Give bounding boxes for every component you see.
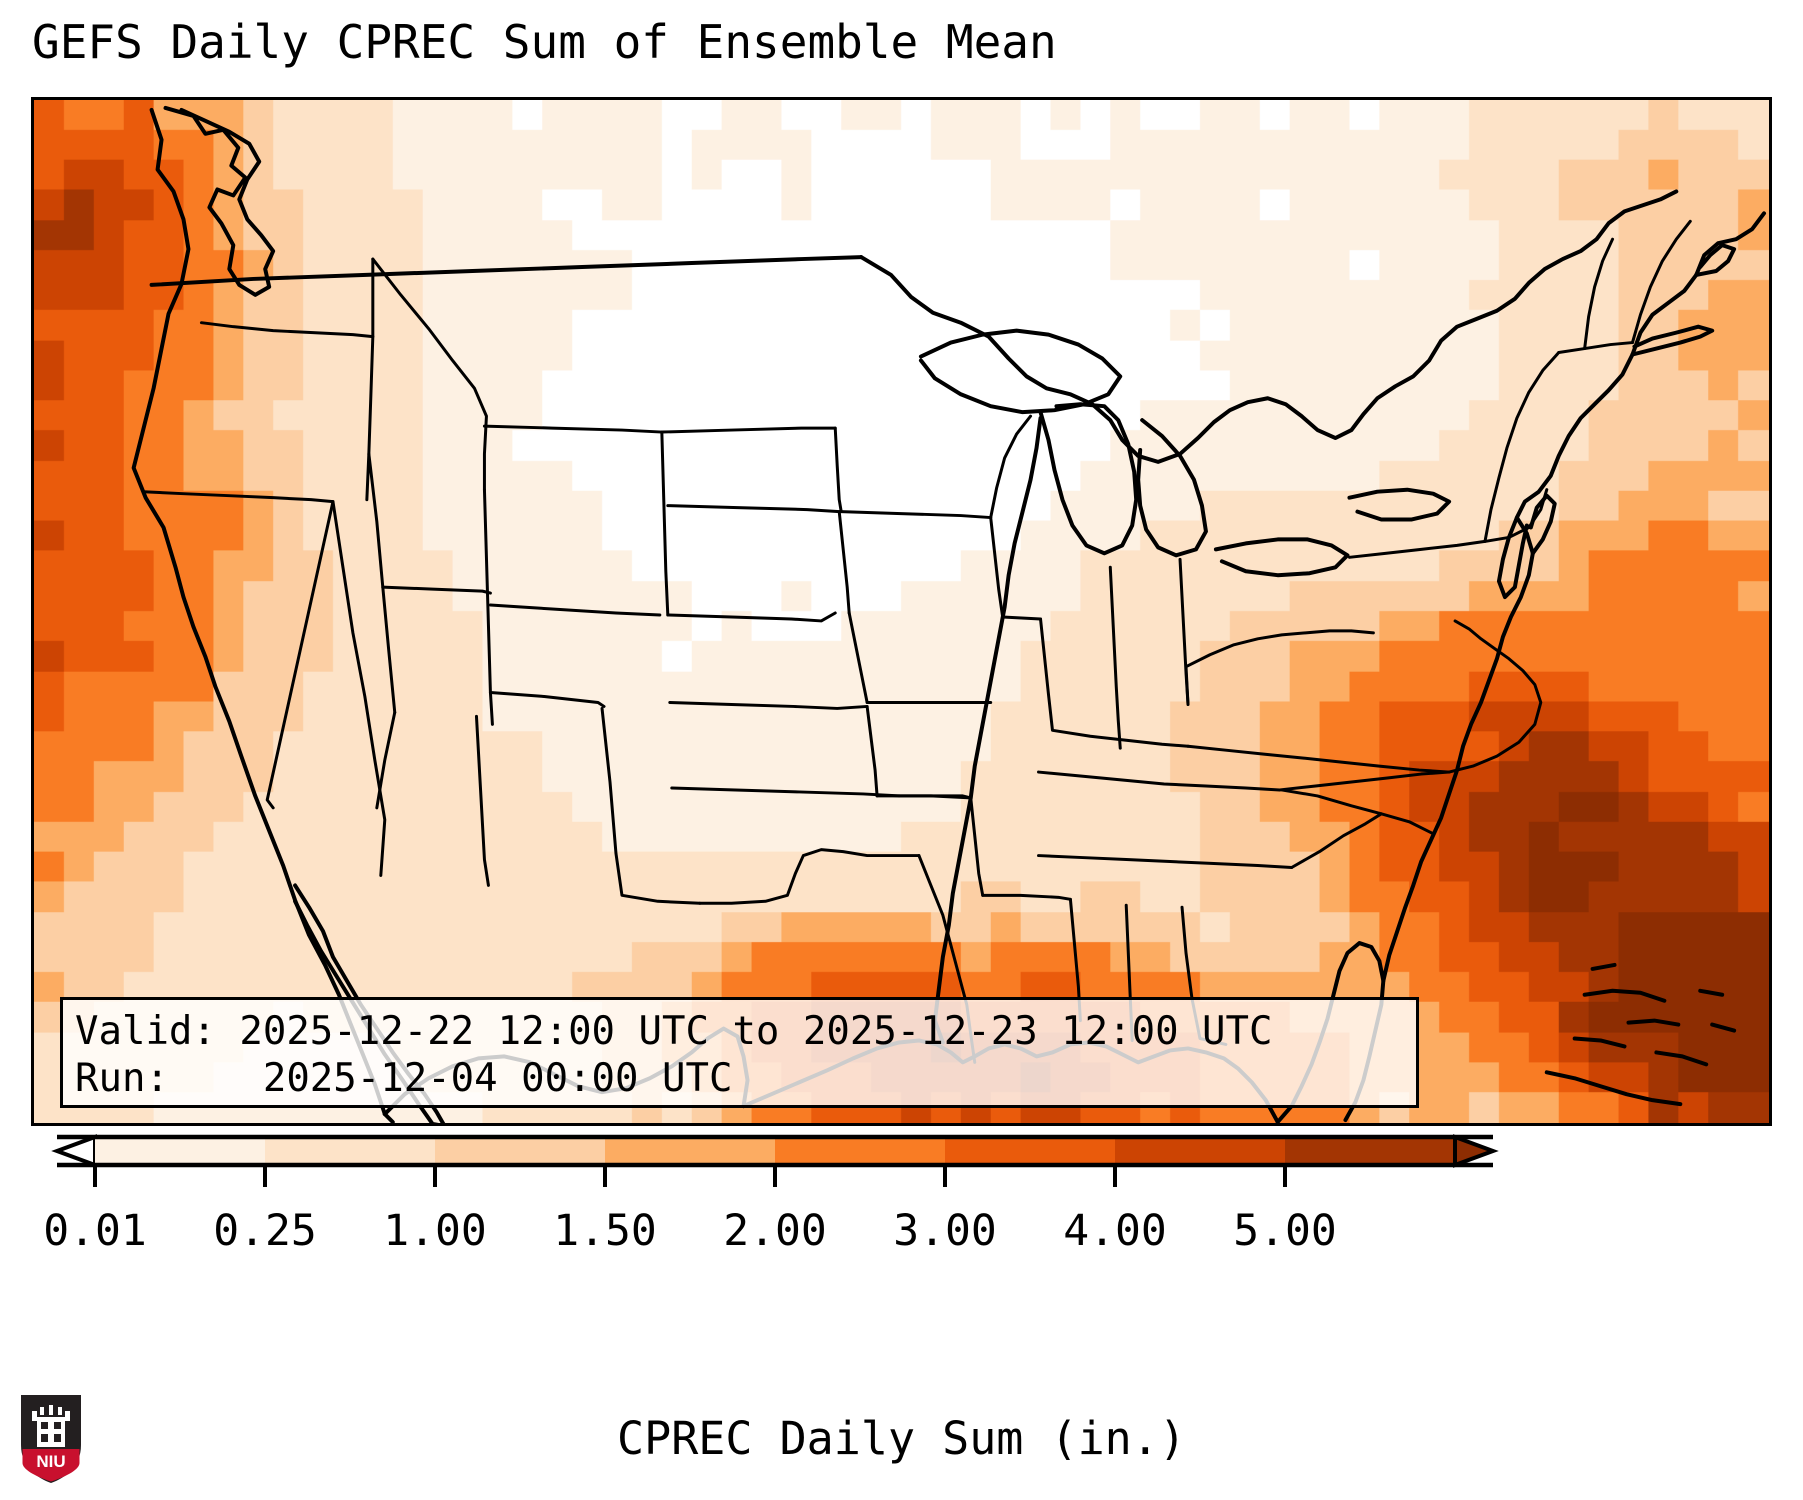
colorbar-tick-label: 3.00: [893, 1206, 997, 1256]
colorbar-tick-label: 1.50: [553, 1206, 657, 1256]
colorbar-tick-label: 0.25: [213, 1206, 317, 1256]
colorbar-svg[interactable]: 0.01 0.25 1.00 1.50 2.00 3.00 4.00 5.00: [0, 1125, 1803, 1375]
valid-run-info-box: Valid: 2025-12-22 12:00 UTC to 2025-12-2…: [60, 997, 1419, 1108]
colorbar-tick-label: 4.00: [1063, 1206, 1167, 1256]
colorbar-band: [945, 1137, 1116, 1165]
page-title: GEFS Daily CPREC Sum of Ensemble Mean: [32, 15, 1057, 69]
map-panel[interactable]: [31, 97, 1772, 1126]
colorbar-bands: [51, 1134, 1499, 1168]
colorbar-tick-label: 2.00: [723, 1206, 827, 1256]
valid-time-line: Valid: 2025-12-22 12:00 UTC to 2025-12-2…: [75, 1009, 1273, 1054]
colorbar-extend-min: [51, 1134, 97, 1168]
colorbar-band: [1115, 1137, 1286, 1165]
colorbar-extend-max: [1453, 1134, 1499, 1168]
niu-logo: NIU: [21, 1395, 81, 1483]
colorbar-tick-label: 5.00: [1233, 1206, 1337, 1256]
colorbar-ticks: [93, 1165, 1287, 1187]
run-time-line: Run: 2025-12-04 00:00 UTC: [75, 1056, 733, 1101]
niu-logo-text: NIU: [36, 1452, 65, 1471]
colorbar-band: [265, 1137, 436, 1165]
precipitation-heatmap-canvas: [34, 100, 1769, 1123]
colorbar[interactable]: 0.01 0.25 1.00 1.50 2.00 3.00 4.00 5.00: [0, 1125, 1803, 1375]
colorbar-tick-label: 0.01: [43, 1206, 147, 1256]
colorbar-band: [775, 1137, 946, 1165]
colorbar-tick-labels: 0.01 0.25 1.00 1.50 2.00 3.00 4.00 5.00: [43, 1206, 1337, 1256]
colorbar-band: [435, 1137, 606, 1165]
colorbar-band: [95, 1137, 266, 1165]
colorbar-axis-label: CPREC Daily Sum (in.): [617, 1412, 1186, 1465]
colorbar-band: [605, 1137, 776, 1165]
colorbar-tick-label: 1.00: [383, 1206, 487, 1256]
colorbar-band: [1285, 1137, 1456, 1165]
